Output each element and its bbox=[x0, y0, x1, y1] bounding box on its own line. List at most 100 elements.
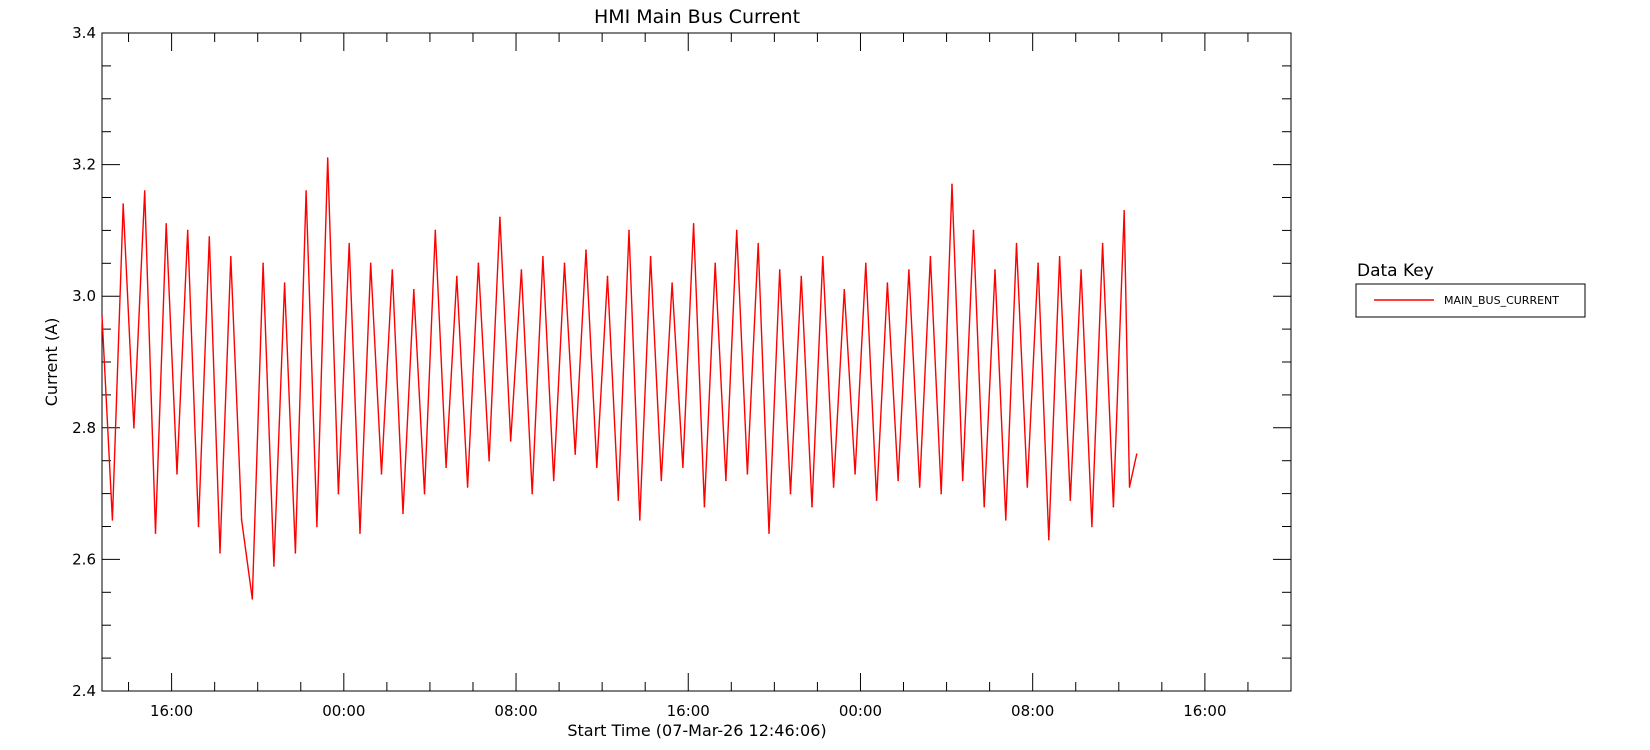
data-point bbox=[305, 190, 307, 192]
data-point bbox=[639, 519, 641, 521]
data-point bbox=[230, 255, 232, 258]
data-point bbox=[531, 492, 533, 495]
data-point bbox=[402, 512, 404, 515]
data-point bbox=[348, 242, 351, 245]
data-point bbox=[434, 229, 437, 232]
data-point bbox=[133, 427, 135, 429]
data-point bbox=[649, 255, 652, 258]
data-point bbox=[821, 255, 824, 258]
data-point bbox=[961, 479, 964, 482]
data-point bbox=[1026, 486, 1029, 488]
data-point bbox=[154, 532, 157, 534]
data-point bbox=[283, 282, 286, 284]
x-tick-label: 16:00 bbox=[1183, 702, 1226, 720]
data-point bbox=[262, 262, 264, 265]
data-point bbox=[1015, 242, 1018, 245]
data-point bbox=[1058, 255, 1061, 258]
data-point bbox=[595, 466, 598, 469]
y-tick-label: 3.2 bbox=[72, 156, 96, 174]
data-point bbox=[176, 473, 178, 475]
data-point bbox=[692, 223, 695, 225]
data-point bbox=[509, 440, 512, 442]
data-point bbox=[746, 473, 749, 475]
y-axis: 2.4 2.6 2.8 3.0 3.2 3.4 bbox=[72, 24, 1291, 700]
legend-title: Data Key bbox=[1357, 261, 1434, 281]
data-point bbox=[703, 505, 706, 508]
data-point bbox=[165, 223, 168, 225]
data-point bbox=[143, 190, 146, 192]
data-point bbox=[219, 552, 221, 554]
series-layer bbox=[101, 157, 1138, 600]
data-point bbox=[854, 473, 856, 475]
data-point bbox=[918, 486, 921, 488]
x-axis-label: Start Time (07-Mar-26 12:46:06) bbox=[567, 721, 826, 740]
data-point bbox=[316, 525, 318, 528]
x-tick-label: 00:00 bbox=[322, 702, 365, 720]
data-point bbox=[940, 492, 942, 495]
data-point bbox=[412, 288, 415, 291]
y-tick-label: 3.0 bbox=[72, 287, 96, 305]
data-point bbox=[273, 565, 275, 567]
data-point bbox=[423, 492, 426, 495]
data-point bbox=[800, 275, 803, 278]
data-point bbox=[1048, 538, 1050, 541]
data-point bbox=[1069, 499, 1072, 501]
data-point bbox=[197, 525, 200, 528]
data-point bbox=[865, 262, 867, 265]
legend: Data Key MAIN_BUS_CURRENT bbox=[1355, 261, 1586, 318]
data-point bbox=[843, 288, 846, 291]
data-point bbox=[875, 499, 878, 501]
data-point bbox=[628, 229, 630, 232]
plot-frame bbox=[101, 32, 1292, 692]
data-point bbox=[380, 473, 383, 475]
data-point bbox=[1135, 453, 1138, 455]
data-point bbox=[682, 466, 684, 469]
data-point bbox=[391, 269, 394, 271]
y-axis-label: Current (A) bbox=[42, 318, 61, 407]
data-point bbox=[757, 242, 760, 245]
data-point bbox=[101, 315, 103, 317]
y-tick-label: 2.4 bbox=[72, 682, 96, 700]
data-point bbox=[671, 282, 673, 284]
data-point bbox=[897, 479, 899, 482]
data-point bbox=[337, 492, 340, 495]
data-point bbox=[972, 229, 975, 232]
y-tick-label: 2.8 bbox=[72, 419, 96, 437]
x-axis: 16:00 00:00 08:00 16:00 00:00 08:00 16:00 bbox=[128, 33, 1292, 720]
data-point bbox=[908, 269, 910, 271]
x-tick-label: 16:00 bbox=[150, 702, 193, 720]
data-point bbox=[1112, 505, 1115, 508]
data-point bbox=[1128, 486, 1131, 488]
data-point bbox=[617, 499, 620, 501]
data-point bbox=[240, 519, 243, 521]
legend-entry-label: MAIN_BUS_CURRENT bbox=[1444, 294, 1559, 307]
data-point bbox=[466, 486, 469, 488]
x-tick-label: 08:00 bbox=[1011, 702, 1054, 720]
chart-title: HMI Main Bus Current bbox=[594, 6, 800, 28]
data-point bbox=[886, 282, 889, 284]
data-point bbox=[456, 275, 458, 278]
data-point bbox=[552, 479, 555, 482]
data-point bbox=[778, 269, 781, 271]
data-point bbox=[186, 229, 189, 232]
y-tick-label: 3.4 bbox=[72, 24, 96, 42]
data-point bbox=[1091, 525, 1093, 528]
data-point bbox=[929, 255, 932, 258]
data-point bbox=[520, 269, 523, 271]
x-tick-label: 16:00 bbox=[667, 702, 710, 720]
data-point bbox=[326, 157, 329, 159]
data-point bbox=[585, 249, 587, 251]
data-point bbox=[768, 532, 770, 534]
x-tick-label: 08:00 bbox=[494, 702, 537, 720]
legend-box bbox=[1355, 283, 1586, 318]
x-tick-label: 00:00 bbox=[839, 702, 882, 720]
series-line-0 bbox=[101, 157, 1138, 599]
data-point bbox=[499, 216, 501, 219]
data-point bbox=[983, 505, 986, 508]
data-point bbox=[574, 453, 577, 455]
data-point bbox=[1123, 209, 1125, 212]
data-point bbox=[1080, 269, 1082, 271]
data-point bbox=[1004, 519, 1007, 521]
data-point bbox=[606, 275, 609, 278]
